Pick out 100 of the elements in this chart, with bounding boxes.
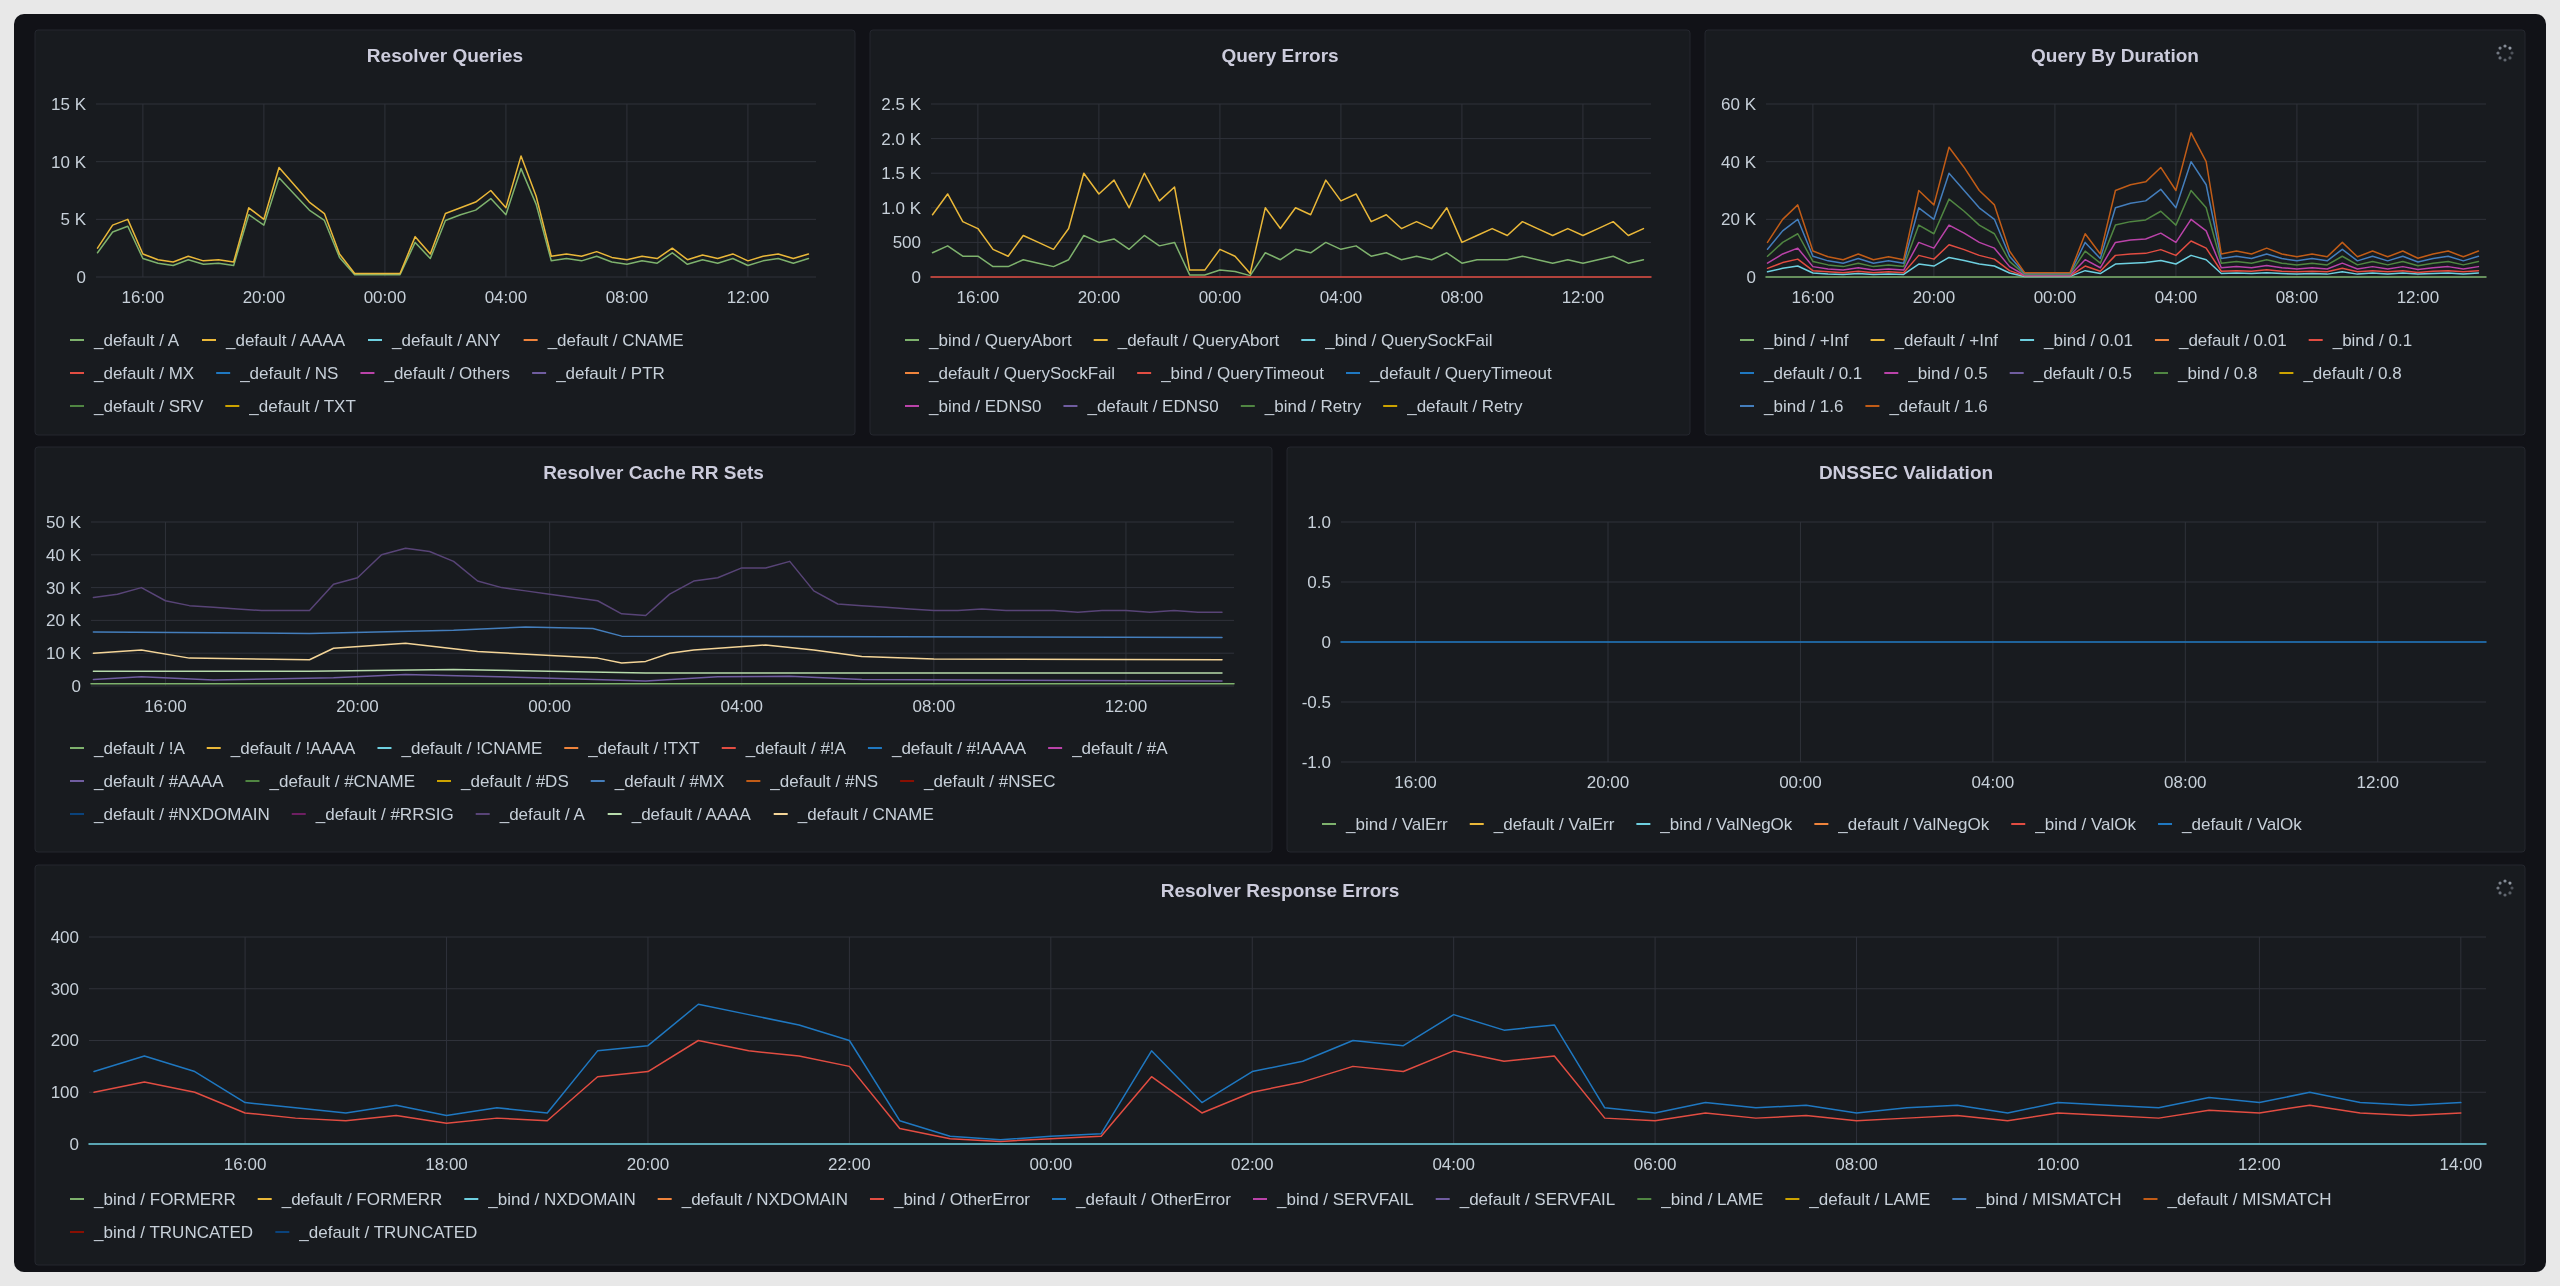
x-tick-label: 08:00 bbox=[605, 288, 649, 307]
y-tick-label: 0 bbox=[1321, 632, 1331, 652]
legend-label: _default / AAAA bbox=[225, 330, 346, 350]
legend-label: _default / Retry bbox=[1406, 396, 1523, 416]
x-tick-label: 16:00 bbox=[956, 288, 1000, 307]
legend-label: _default / QueryAbort bbox=[1116, 330, 1280, 350]
legend-label: _default / PTR bbox=[555, 363, 665, 383]
x-tick-label: 04:00 bbox=[720, 697, 764, 716]
x-tick-label: 16:00 bbox=[1791, 288, 1835, 307]
line-series bbox=[931, 172, 1645, 275]
legend-label: _default / A bbox=[93, 330, 180, 350]
legend-label: _default / MX bbox=[93, 363, 195, 383]
x-tick-label: 20:00 bbox=[242, 288, 286, 307]
y-tick-label: 40 K bbox=[46, 545, 82, 565]
y-tick-label: 50 K bbox=[46, 512, 82, 532]
line-series bbox=[1766, 160, 2480, 275]
legend-label: _default / 0.1 bbox=[1763, 363, 1863, 383]
line-series bbox=[1766, 240, 2480, 277]
y-tick-label: -1.0 bbox=[1301, 752, 1331, 772]
legend-label: _default / 0.5 bbox=[2032, 363, 2133, 383]
x-tick-label: 08:00 bbox=[1440, 288, 1484, 307]
x-tick-label: 20:00 bbox=[1912, 288, 1956, 307]
legend-label: _bind / ValErr bbox=[1345, 814, 1449, 834]
line-series bbox=[1766, 254, 2480, 278]
legend-label: _bind / LAME bbox=[1660, 1189, 1764, 1209]
x-tick-label: 06:00 bbox=[1633, 1155, 1677, 1174]
legend-label: _bind / ValOk bbox=[2034, 814, 2137, 834]
legend-label: _default / !TXT bbox=[587, 738, 700, 758]
x-tick-label: 16:00 bbox=[144, 697, 187, 716]
x-tick-label: 16:00 bbox=[121, 288, 165, 307]
x-tick-label: 10:00 bbox=[2036, 1155, 2080, 1174]
legend-label: _default / #!AAAA bbox=[890, 738, 1027, 758]
legend-label: _bind / 1.6 bbox=[1763, 396, 1844, 416]
x-tick-label: 12:00 bbox=[2396, 288, 2440, 307]
y-tick-label: 2.0 K bbox=[881, 129, 922, 149]
legend-label: _bind / SERVFAIL bbox=[1275, 1189, 1414, 1209]
y-tick-label: 0 bbox=[71, 676, 81, 696]
legend-label: _default / EDNS0 bbox=[1086, 396, 1219, 416]
legend-label: _default / ValOk bbox=[2181, 814, 2303, 834]
chart-title: DNSSEC Validation bbox=[1818, 462, 1994, 483]
legend-label: _default / MISMATCH bbox=[2166, 1189, 2332, 1209]
legend-label: _bind / MISMATCH bbox=[1975, 1189, 2122, 1209]
x-tick-label: 04:00 bbox=[2154, 288, 2198, 307]
legend-label: _default / !A bbox=[93, 738, 186, 758]
y-tick-label: 0.5 bbox=[1307, 572, 1331, 592]
line-series bbox=[93, 1003, 2462, 1141]
y-tick-label: -0.5 bbox=[1301, 692, 1331, 712]
legend-label: _default / #NSEC bbox=[923, 771, 1056, 791]
x-tick-label: 00:00 bbox=[1198, 288, 1242, 307]
chart-title: Resolver Cache RR Sets bbox=[543, 462, 764, 483]
legend-label: _bind / EDNS0 bbox=[928, 396, 1042, 416]
x-tick-label: 00:00 bbox=[1029, 1155, 1073, 1174]
legend-label: _default / NXDOMAIN bbox=[680, 1189, 848, 1209]
legend-label: _default / #CNAME bbox=[268, 771, 415, 791]
line-series bbox=[1766, 218, 2480, 277]
y-tick-label: 400 bbox=[50, 927, 79, 947]
legend-label: _default / FORMERR bbox=[280, 1189, 443, 1209]
legend-label: _bind / QuerySockFail bbox=[1324, 330, 1493, 350]
legend-label: _bind / ValNegOk bbox=[1659, 814, 1793, 834]
line-series bbox=[92, 547, 1223, 617]
y-tick-label: 1.0 bbox=[1307, 512, 1331, 532]
x-tick-label: 12:00 bbox=[2238, 1155, 2281, 1174]
legend-label: _bind / NXDOMAIN bbox=[487, 1189, 636, 1209]
y-tick-label: 200 bbox=[50, 1031, 79, 1051]
x-tick-label: 20:00 bbox=[336, 697, 379, 716]
y-tick-label: 500 bbox=[892, 233, 921, 253]
legend-label: _default / #MX bbox=[613, 771, 725, 791]
legend-label: _default / Others bbox=[383, 363, 511, 383]
legend-label: _default / ValNegOk bbox=[1837, 814, 1990, 834]
legend-label: _default / NS bbox=[239, 363, 339, 383]
x-tick-label: 00:00 bbox=[2033, 288, 2077, 307]
legend-label: _bind / 0.8 bbox=[2176, 363, 2258, 383]
legend-label: _default / #NXDOMAIN bbox=[93, 804, 270, 824]
y-tick-label: 1.0 K bbox=[881, 198, 922, 218]
legend-label: _default / OtherError bbox=[1075, 1189, 1232, 1209]
y-tick-label: 40 K bbox=[1721, 152, 1757, 172]
x-tick-label: 18:00 bbox=[425, 1155, 468, 1174]
y-tick-label: 30 K bbox=[46, 578, 82, 598]
legend-label: _default / SRV bbox=[93, 396, 204, 416]
line-series bbox=[931, 234, 1645, 277]
y-tick-label: 100 bbox=[50, 1083, 79, 1103]
x-tick-label: 04:00 bbox=[1432, 1155, 1475, 1174]
legend-label: _default / TRUNCATED bbox=[298, 1222, 478, 1242]
x-tick-label: 08:00 bbox=[2164, 773, 2207, 792]
y-tick-label: 20 K bbox=[1721, 210, 1757, 230]
y-tick-label: 0 bbox=[76, 267, 86, 287]
x-tick-label: 12:00 bbox=[2356, 773, 2400, 792]
x-tick-label: 00:00 bbox=[1779, 773, 1822, 792]
x-tick-label: 16:00 bbox=[223, 1155, 267, 1174]
legend-label: _bind / FORMERR bbox=[93, 1189, 236, 1209]
legend-label: _bind / 0.01 bbox=[2043, 330, 2133, 350]
legend-label: _default / A bbox=[498, 804, 586, 824]
legend-label: _bind / 0.5 bbox=[1907, 363, 1988, 383]
legend-label: _bind / 0.1 bbox=[2331, 330, 2413, 350]
y-tick-label: 0 bbox=[1746, 267, 1756, 287]
legend-label: _bind / OtherError bbox=[892, 1189, 1031, 1209]
y-tick-label: 2.5 K bbox=[881, 94, 922, 114]
legend-label: _default / CNAME bbox=[546, 330, 684, 350]
chart-title: Resolver Response Errors bbox=[1160, 880, 1400, 901]
x-tick-label: 04:00 bbox=[1971, 773, 2015, 792]
